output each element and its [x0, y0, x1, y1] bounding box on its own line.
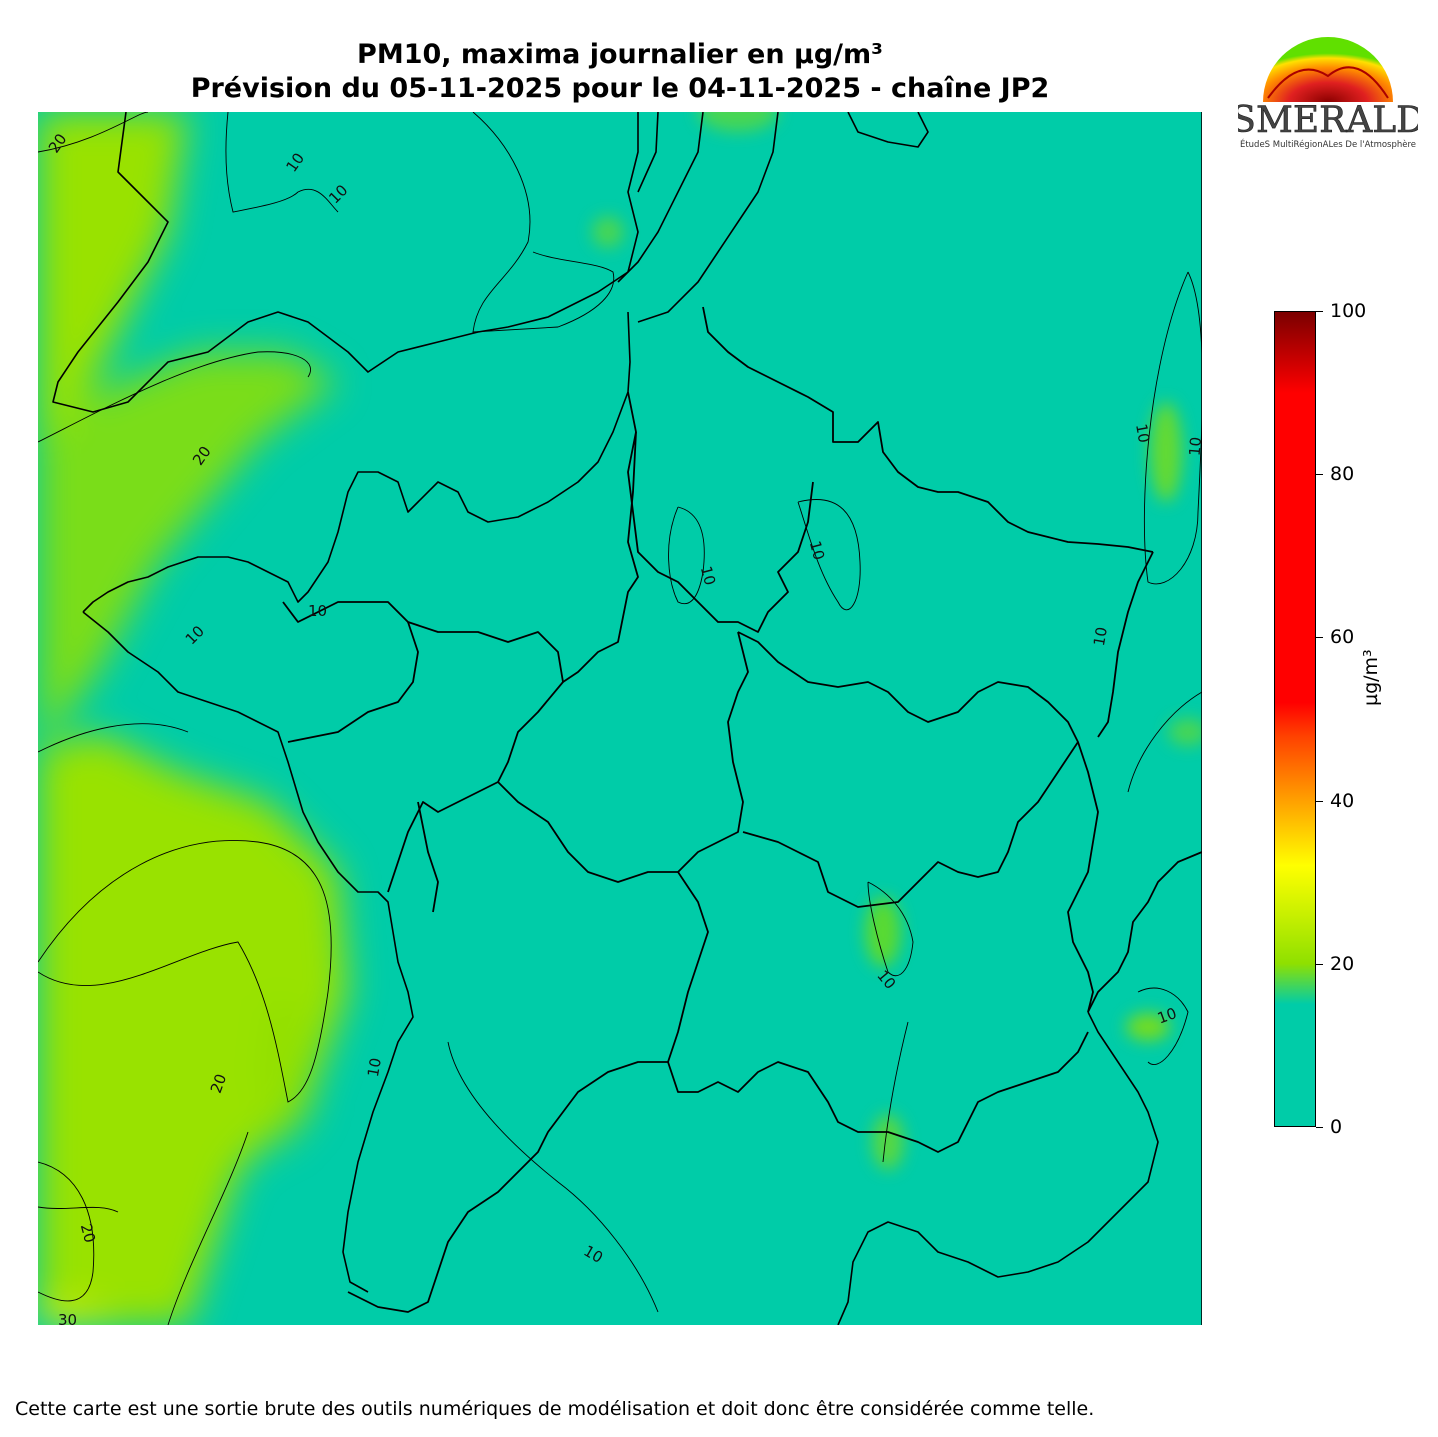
svg-text:ESMERALDA: ESMERALDA [1238, 100, 1418, 141]
disclaimer-footer: Cette carte est une sortie brute des out… [15, 1398, 1095, 1420]
colorbar-unit-label: µg/m³ [1360, 649, 1382, 706]
coastline [52, 112, 1202, 1325]
pm10-local-spots [592, 112, 1202, 1170]
colorbar [1274, 311, 1316, 1127]
contour-label-10: 10 [1186, 436, 1202, 457]
colorbar-tick [1316, 964, 1323, 965]
contour-label-10: 10 [308, 602, 327, 620]
colorbar-tick-label: 20 [1330, 953, 1355, 975]
contour-label-10: 10 [1090, 626, 1111, 648]
contour-label-10: 10 [697, 564, 719, 587]
map-subtitle: Prévision du 05-11-2025 pour le 04-11-20… [190, 73, 1050, 104]
colorbar-tick [1316, 801, 1323, 802]
svg-text:ÉtudeS MultiRégionALes De l'At: ÉtudeS MultiRégionALes De l'Atmosphère [1240, 138, 1416, 150]
contour-label-10: 10 [1155, 1004, 1179, 1027]
pm10-forecast-map: 20 10 10 20 10 10 10 10 10 10 10 10 10 1… [38, 112, 1202, 1325]
colorbar-tick [1316, 637, 1323, 638]
colorbar-tick [1316, 474, 1323, 475]
colorbar-tick-label: 60 [1330, 626, 1355, 648]
colorbar-tick-label: 100 [1330, 300, 1367, 322]
contour-label-10: 10 [1132, 422, 1153, 444]
colorbar-tick [1316, 1127, 1323, 1128]
contour-label-10: 10 [364, 1056, 385, 1078]
colorbar-tick-label: 80 [1330, 463, 1355, 485]
esmeralda-logo: ESMERALDA ÉtudeS MultiRégionALes De l'At… [1205, 36, 1438, 152]
colorbar-tick-label: 0 [1330, 1116, 1343, 1138]
contour-label-10: 10 [806, 539, 828, 562]
colorbar-tick-label: 40 [1330, 790, 1355, 812]
contour-label-30: 30 [58, 1311, 77, 1325]
pm10-contour-lines [38, 112, 1202, 1325]
contour-label-20: 20 [77, 1222, 99, 1245]
colorbar-tick [1316, 311, 1323, 312]
contour-label-20: 20 [207, 1071, 230, 1095]
map-title: PM10, maxima journalier en µg/m³ [357, 39, 883, 70]
region-borders [282, 306, 1202, 1313]
